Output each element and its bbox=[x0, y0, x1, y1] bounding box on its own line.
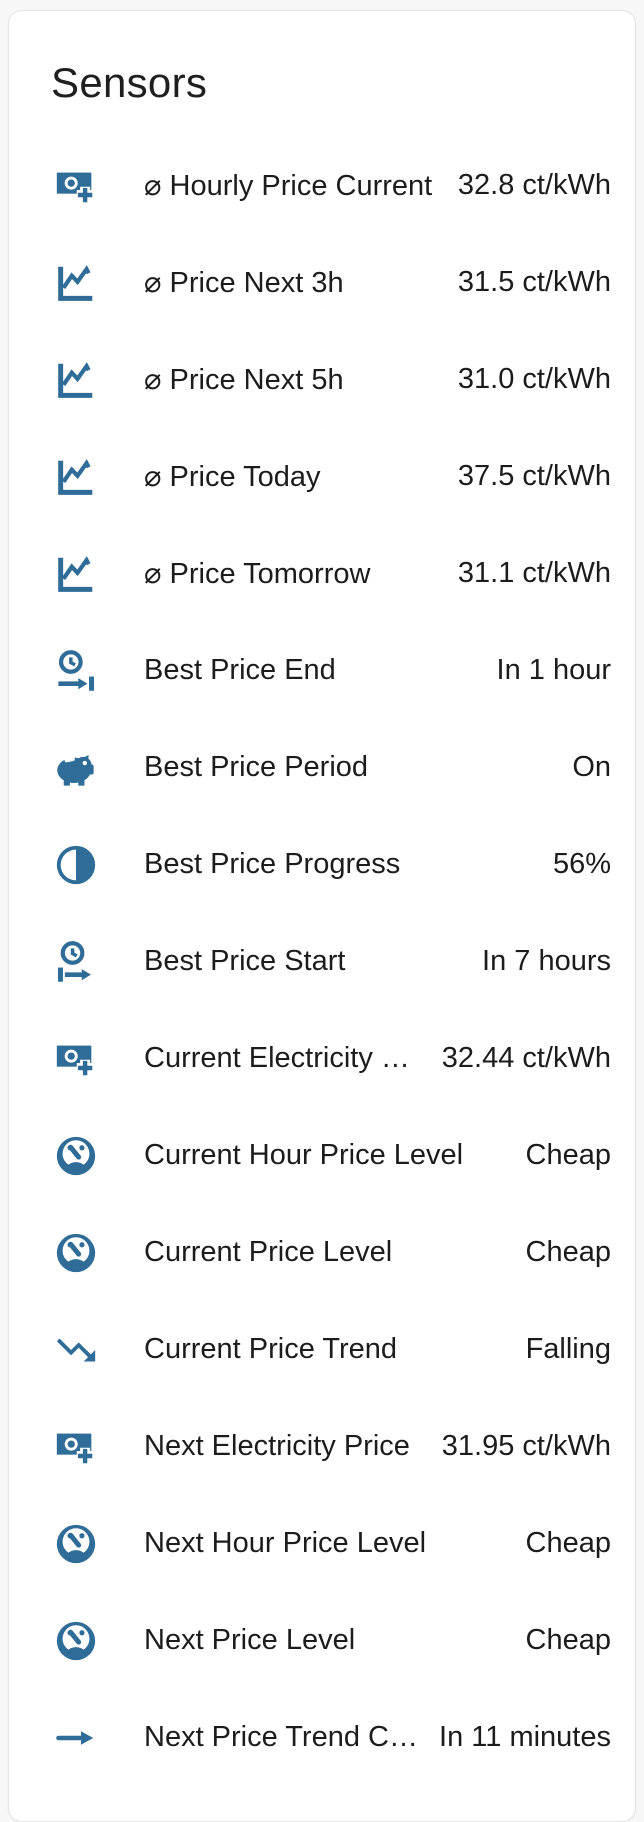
circle-half-full-icon bbox=[53, 842, 99, 888]
entity-name: Current Price Level bbox=[144, 1236, 393, 1268]
entity-value: 37.5 ct/kWh bbox=[457, 460, 611, 492]
entity-value: 31.0 ct/kWh bbox=[457, 363, 611, 395]
chart-line-icon bbox=[53, 357, 99, 403]
sensor-row[interactable]: Best Price Start In 7 hours bbox=[9, 913, 635, 1010]
entity-value: Cheap bbox=[525, 1236, 611, 1268]
sensor-row[interactable]: Current Price Level Cheap bbox=[9, 1204, 635, 1301]
entity-name: Best Price End bbox=[144, 654, 336, 686]
entity-value: On bbox=[572, 751, 611, 783]
sensor-row[interactable]: ⌀ Price Next 3h 31.5 ct/kWh bbox=[9, 234, 635, 331]
sensor-row[interactable]: Current Price Trend Falling bbox=[9, 1301, 635, 1398]
entity-name: Next Price Trend Ch… bbox=[144, 1721, 426, 1753]
gauge-icon bbox=[53, 1133, 99, 1179]
entity-value: 56% bbox=[552, 848, 611, 880]
cash-plus-icon bbox=[53, 1424, 99, 1470]
entity-name: Current Electricity Pr… bbox=[144, 1042, 428, 1074]
sensor-row[interactable]: Next Price Level Cheap bbox=[9, 1592, 635, 1689]
trending-down-icon bbox=[53, 1327, 99, 1373]
sensor-row[interactable]: Next Hour Price Level Cheap bbox=[9, 1495, 635, 1592]
sensor-row[interactable]: Best Price Progress 56% bbox=[9, 816, 635, 913]
entity-value: 32.44 ct/kWh bbox=[441, 1042, 611, 1074]
gauge-icon bbox=[53, 1618, 99, 1664]
entity-name: ⌀ Price Next 5h bbox=[144, 364, 344, 396]
sensor-row[interactable]: Current Hour Price Level Cheap bbox=[9, 1107, 635, 1204]
chart-line-icon bbox=[53, 260, 99, 306]
clock-end-icon bbox=[53, 648, 99, 694]
sensors-card: Sensors ⌀ Hourly Price Current 32.8 ct/k… bbox=[8, 10, 636, 1822]
cash-plus-icon bbox=[53, 1036, 99, 1082]
sensor-row[interactable]: Best Price Period On bbox=[9, 719, 635, 816]
gauge-icon bbox=[53, 1521, 99, 1567]
entity-name: ⌀ Price Tomorrow bbox=[144, 558, 371, 590]
entity-name: Next Price Level bbox=[144, 1624, 356, 1656]
sensor-row[interactable]: Best Price End In 1 hour bbox=[9, 622, 635, 719]
entity-value: Cheap bbox=[525, 1624, 611, 1656]
sensor-row[interactable]: Next Price Trend Ch… In 11 minutes bbox=[9, 1689, 635, 1786]
entity-value: In 1 hour bbox=[496, 654, 611, 686]
entity-value: Cheap bbox=[525, 1527, 611, 1559]
sensor-row[interactable]: ⌀ Price Next 5h 31.0 ct/kWh bbox=[9, 331, 635, 428]
entity-name: Current Price Trend bbox=[144, 1333, 398, 1365]
sensor-row[interactable]: Current Electricity Pr… 32.44 ct/kWh bbox=[9, 1010, 635, 1107]
entity-name: ⌀ Price Today bbox=[144, 461, 321, 493]
entity-value: Cheap bbox=[525, 1139, 611, 1171]
sensor-row[interactable]: ⌀ Price Today 37.5 ct/kWh bbox=[9, 428, 635, 525]
entity-value: 31.1 ct/kWh bbox=[457, 557, 611, 589]
cash-plus-icon bbox=[53, 163, 99, 209]
clock-start-icon bbox=[53, 939, 99, 985]
sensor-row[interactable]: ⌀ Hourly Price Current 32.8 ct/kWh bbox=[9, 137, 635, 234]
entity-value: Falling bbox=[525, 1333, 611, 1365]
entity-name: Next Electricity Price bbox=[144, 1430, 410, 1462]
entity-name: Current Hour Price Level bbox=[144, 1139, 464, 1171]
chart-line-icon bbox=[53, 454, 99, 500]
entity-name: Best Price Start bbox=[144, 945, 346, 977]
entity-name: ⌀ Hourly Price Current bbox=[144, 170, 433, 202]
entity-value: 32.8 ct/kWh bbox=[457, 169, 611, 201]
gauge-icon bbox=[53, 1230, 99, 1276]
piggy-bank-icon bbox=[53, 745, 99, 791]
entity-name: ⌀ Price Next 3h bbox=[144, 267, 344, 299]
entity-value: 31.5 ct/kWh bbox=[457, 266, 611, 298]
card-title: Sensors bbox=[51, 59, 208, 106]
entity-value: 31.95 ct/kWh bbox=[441, 1430, 611, 1462]
sensor-row[interactable]: ⌀ Price Tomorrow 31.1 ct/kWh bbox=[9, 525, 635, 622]
entity-name: Best Price Period bbox=[144, 751, 369, 783]
arrow-right-icon bbox=[53, 1715, 99, 1761]
entity-value: In 11 minutes bbox=[439, 1721, 611, 1753]
chart-line-icon bbox=[53, 551, 99, 597]
entity-name: Best Price Progress bbox=[144, 848, 401, 880]
sensor-list: ⌀ Hourly Price Current 32.8 ct/kWh ⌀ Pri… bbox=[9, 137, 635, 1786]
entity-value: In 7 hours bbox=[482, 945, 611, 977]
entity-name: Next Hour Price Level bbox=[144, 1527, 427, 1559]
sensor-row[interactable]: Next Electricity Price 31.95 ct/kWh bbox=[9, 1398, 635, 1495]
